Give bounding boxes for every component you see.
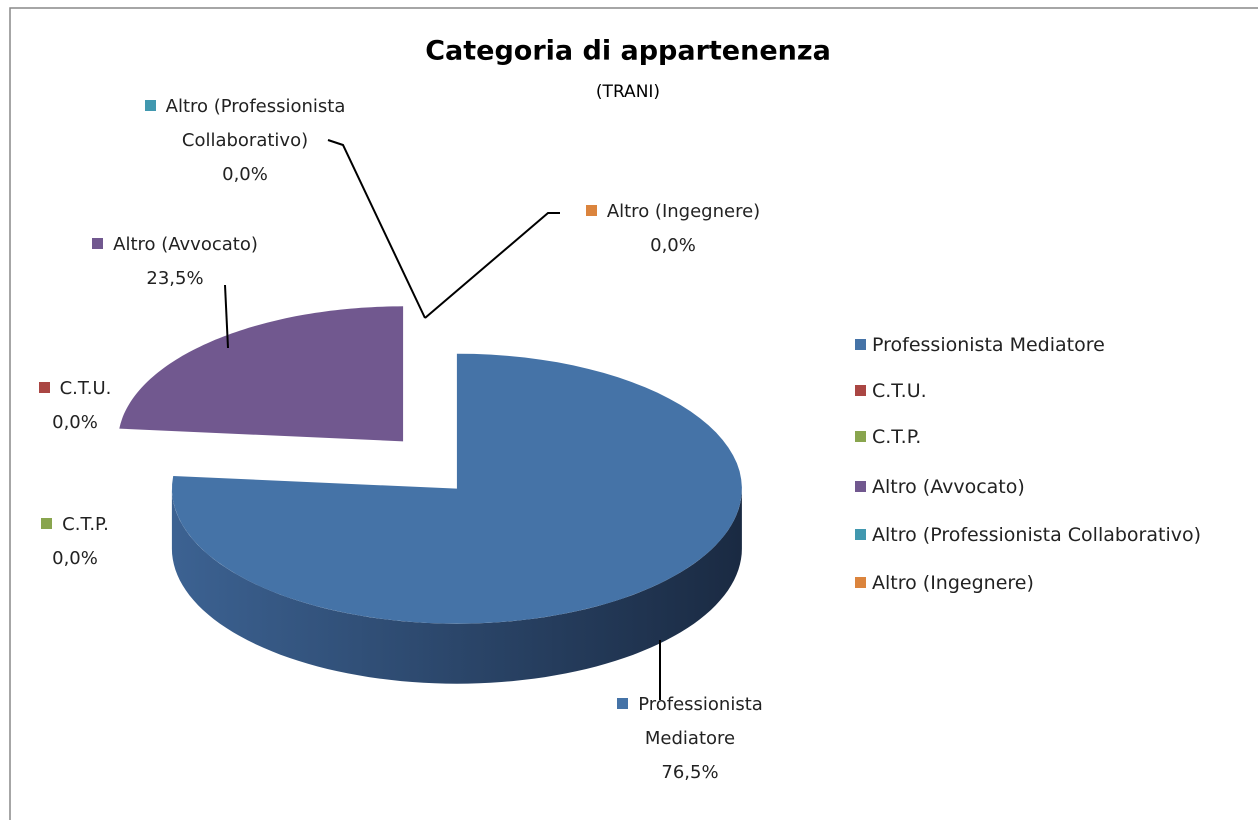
chart-subtitle: (TRANI) [596,82,660,102]
leader-line [224,284,229,349]
legend-label: Altro (Professionista Collaborativo) [872,524,1202,546]
label-value: 0,0% [52,548,98,569]
label-swatch [92,238,104,249]
legend-swatch [855,431,866,442]
data-label: C.T.P. 0,0% [15,508,135,576]
label-swatch [144,100,156,111]
label-category: C.T.U. [59,378,112,399]
label-category: Altro (Professionista Collaborativo) [165,96,346,151]
label-category: C.T.P. [62,514,109,535]
pie [119,306,742,684]
chart-title: Categoria di appartenenza [425,36,831,67]
label-category: Professionista Mediatore [638,694,763,749]
data-label: Altro (Professionista Collaborativo) 0,0% [110,90,380,192]
legend-item: Professionista Mediatore [855,334,1105,356]
legend-swatch [855,481,866,492]
legend-item: C.T.U. [855,380,927,402]
slice [172,353,742,624]
label-value: 0,0% [650,235,696,256]
legend-label: Altro (Avvocato) [872,476,1025,498]
data-label: Altro (Ingegnere) 0,0% [553,195,793,263]
label-swatch [38,382,50,393]
label-swatch [585,205,597,216]
label-value: 0,0% [52,412,98,433]
leader-line [424,212,560,319]
label-category: Altro (Avvocato) [113,234,258,255]
slice-side [171,488,742,684]
label-value: 0,0% [222,164,268,185]
legend-item: C.T.P. [855,426,921,448]
leader-lines [224,139,661,700]
label-category: Altro (Ingegnere) [606,201,761,222]
legend-label: C.T.P. [872,426,922,448]
legend-item: Altro (Ingegnere) [855,572,1034,594]
legend-swatch [855,339,866,350]
legend-label: Altro (Ingegnere) [872,572,1034,594]
legend-item: Altro (Avvocato) [855,476,1025,498]
slice [119,306,404,442]
data-label: Professionista Mediatore 76,5% [590,688,790,790]
legend-swatch [855,529,866,540]
label-value: 76,5% [661,762,719,783]
legend-swatch [855,577,866,588]
legend-label: C.T.U. [872,380,927,402]
data-label: C.T.U. 0,0% [15,372,135,440]
legend-item: Altro (Professionista Collaborativo) [855,524,1201,546]
label-value: 23,5% [146,268,204,289]
leader-line [327,139,426,319]
data-label: Altro (Avvocato) 23,5% [55,228,295,296]
legend-swatch [855,385,866,396]
label-swatch [617,698,629,709]
legend-label: Professionista Mediatore [872,334,1105,356]
label-swatch [41,518,53,529]
